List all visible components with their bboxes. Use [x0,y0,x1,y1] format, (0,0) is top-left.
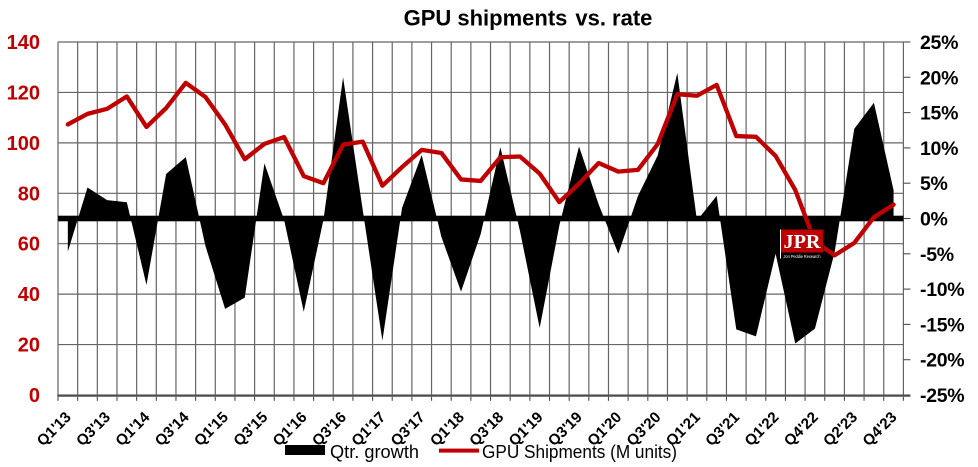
svg-text:20: 20 [18,335,40,357]
svg-text:10%: 10% [920,138,958,160]
svg-text:25%: 25% [920,32,958,54]
svg-text:100: 100 [7,133,40,155]
svg-text:5%: 5% [920,173,948,195]
svg-text:0%: 0% [920,209,948,231]
svg-text:140: 140 [7,32,40,54]
svg-text:-25%: -25% [920,385,964,407]
svg-text:GPU Shipments (M units): GPU Shipments (M units) [482,442,677,462]
svg-text:120: 120 [7,82,40,104]
svg-text:0: 0 [29,385,40,407]
svg-text:GPU shipments vs. rate: GPU shipments vs. rate [404,6,653,31]
svg-text:Jon Peddie Research: Jon Peddie Research [784,254,821,259]
svg-text:15%: 15% [920,103,958,125]
svg-text:20%: 20% [920,67,958,89]
svg-text:60: 60 [18,234,40,256]
svg-text:-10%: -10% [920,279,964,301]
svg-text:-15%: -15% [920,314,964,336]
svg-text:-20%: -20% [920,350,964,372]
svg-text:Qtr. growth: Qtr. growth [330,442,419,462]
svg-text:80: 80 [18,183,40,205]
svg-text:JPR: JPR [784,231,822,253]
svg-text:-5%: -5% [920,244,954,266]
svg-text:40: 40 [18,284,40,306]
